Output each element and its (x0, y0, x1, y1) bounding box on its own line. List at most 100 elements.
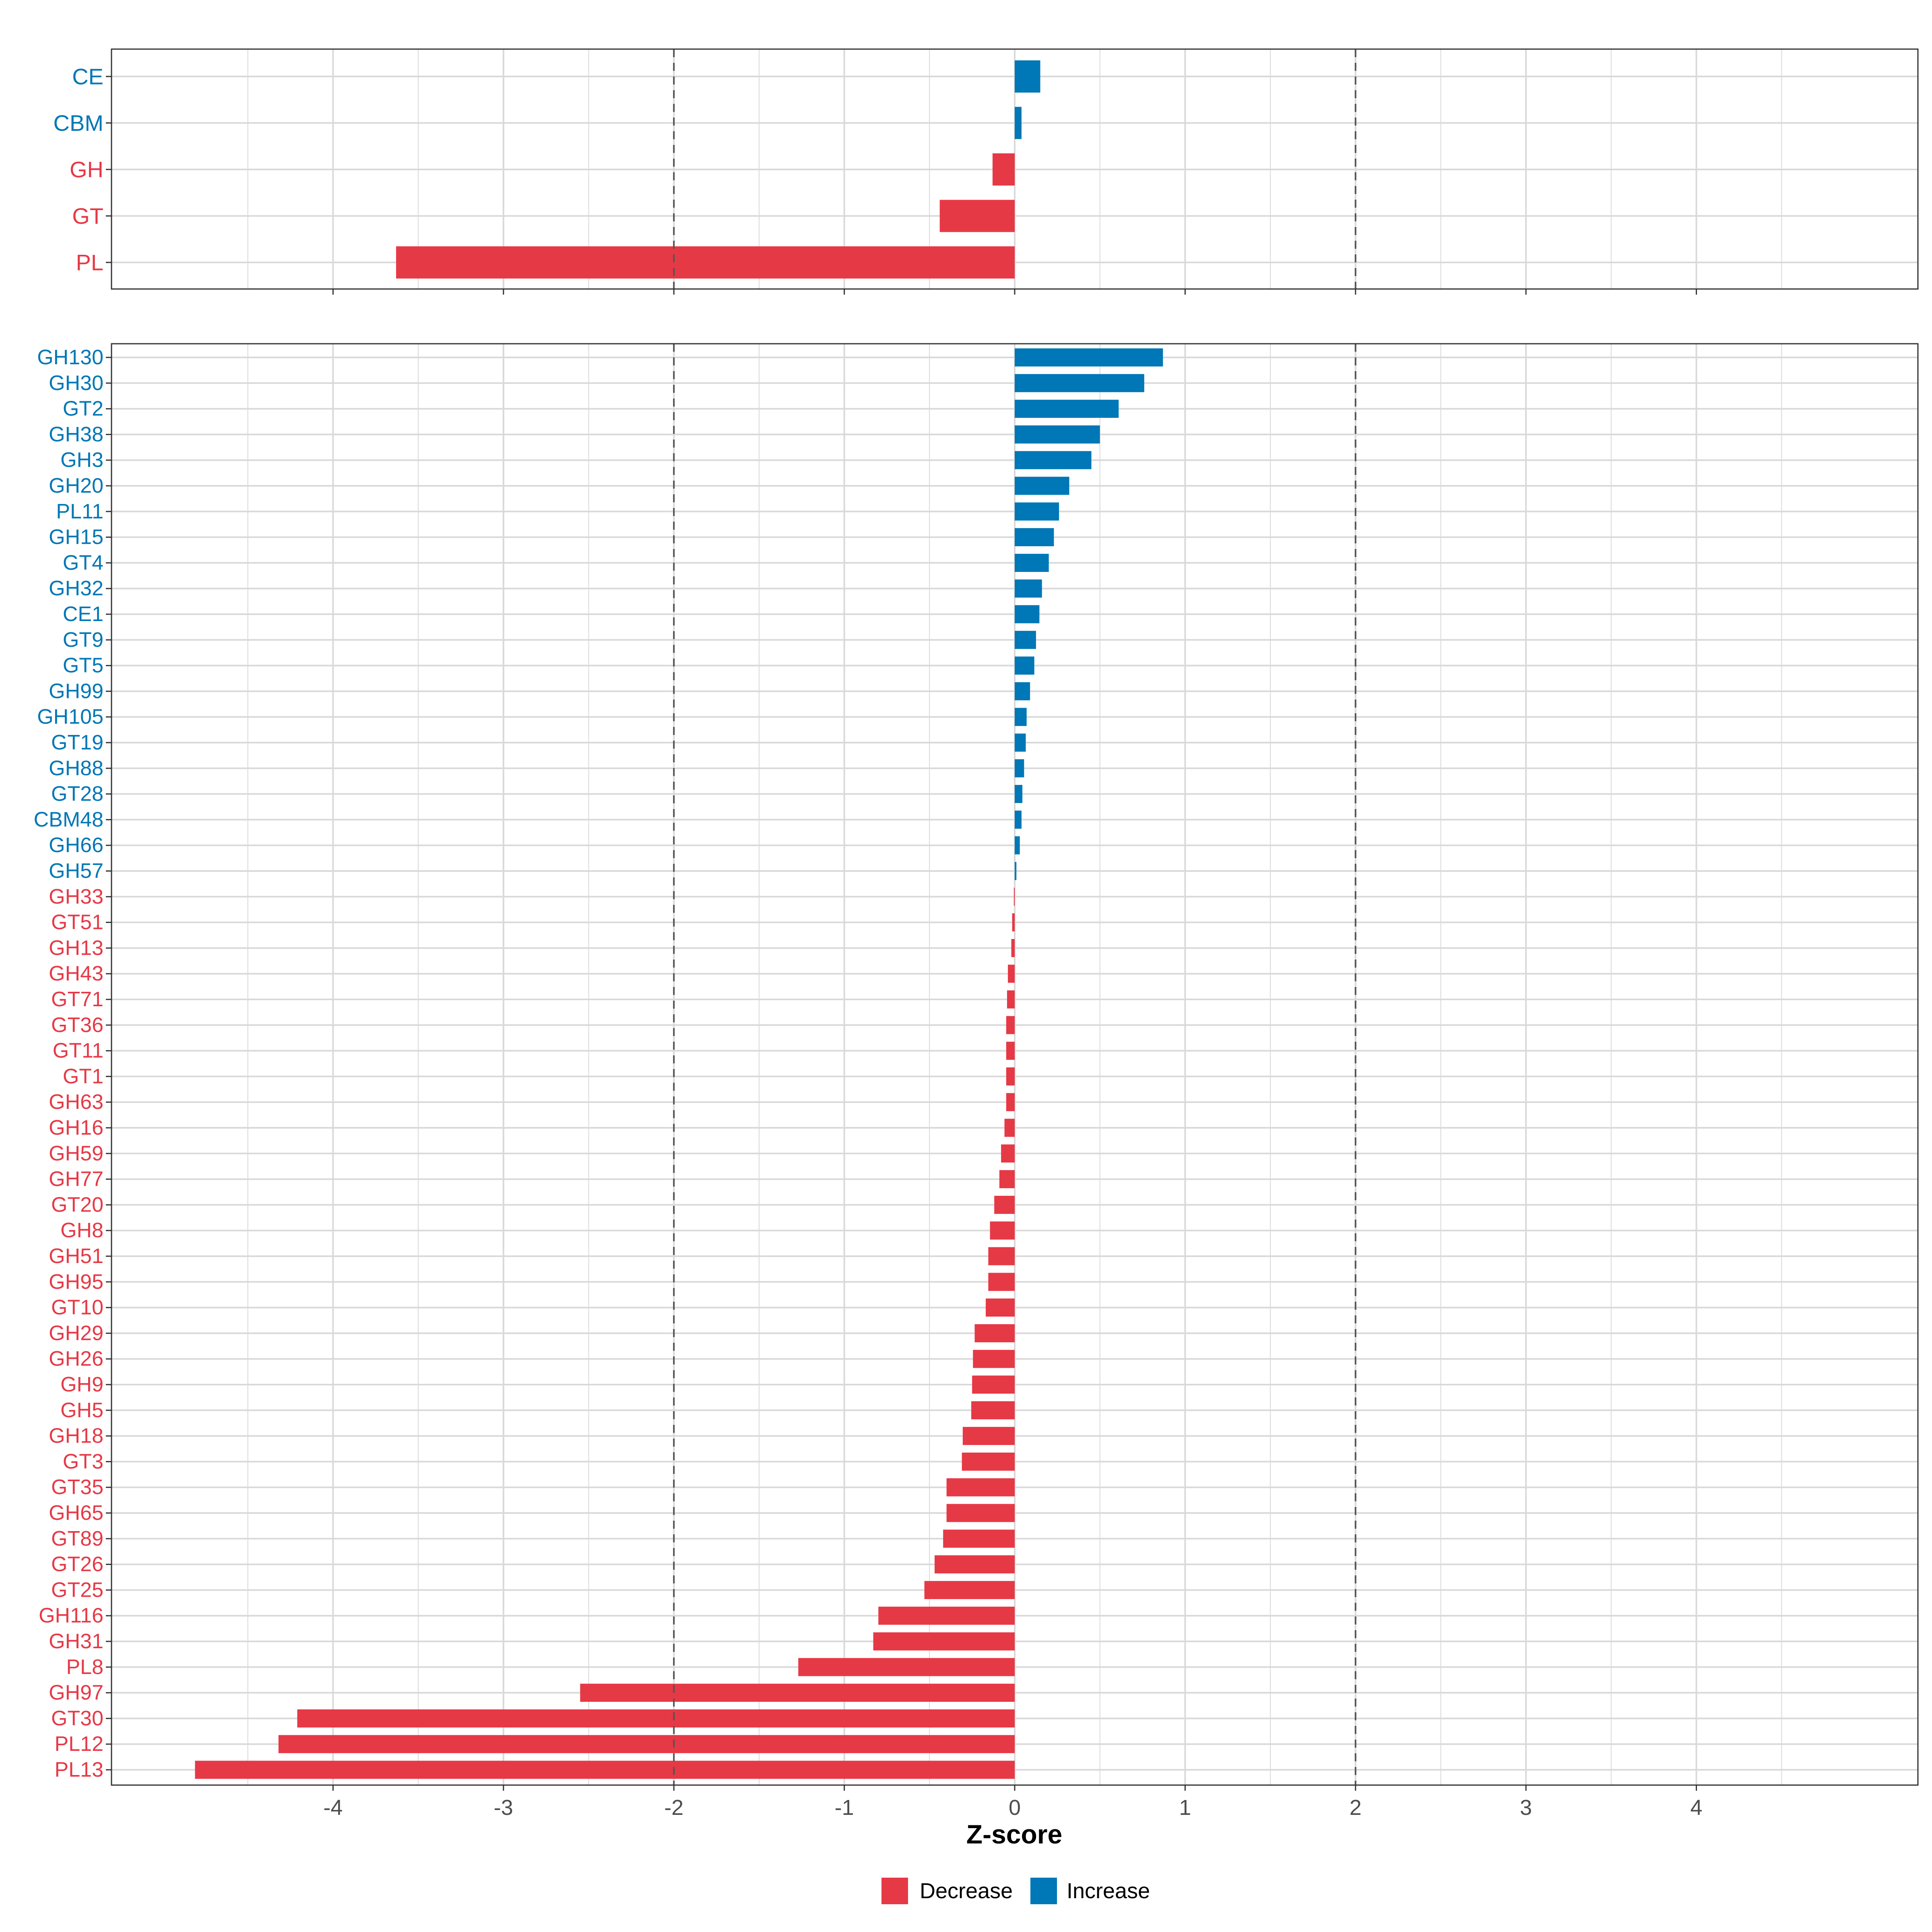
y-tick-label: PL11 (56, 500, 103, 523)
bar-gt (939, 200, 1015, 232)
y-tick-label: GT71 (51, 988, 103, 1011)
bar-gh38 (1015, 425, 1100, 444)
y-tick-label: GH63 (49, 1090, 103, 1114)
x-tick-label: -2 (664, 1796, 683, 1820)
y-tick-label: GH130 (37, 346, 103, 369)
x-tick-label: -3 (494, 1796, 513, 1820)
bar-gh59 (1001, 1144, 1015, 1163)
bar-gt26 (935, 1555, 1015, 1574)
bar-gh116 (878, 1606, 1015, 1625)
bar-gh3 (1015, 451, 1092, 469)
y-tick-label: GT2 (63, 397, 103, 421)
x-axis-title: Z-score (966, 1819, 1062, 1849)
y-tick-label: PL (76, 250, 104, 275)
y-tick-label: GH20 (49, 474, 103, 497)
bar-gh88 (1015, 759, 1024, 778)
x-tick-label: 1 (1179, 1796, 1191, 1820)
y-tick-label: GH30 (49, 372, 103, 395)
y-tick-label: CBM48 (34, 808, 103, 831)
bar-cbm (1015, 107, 1022, 139)
y-tick-label: GH3 (60, 448, 103, 472)
bar-gh13 (1011, 939, 1015, 957)
y-tick-label: GT36 (51, 1013, 103, 1037)
bar-gt51 (1012, 913, 1015, 932)
legend: Decrease Increase (881, 1878, 1150, 1904)
bar-gt4 (1015, 553, 1049, 572)
y-tick-label: GT5 (63, 654, 103, 677)
x-tick-label: 2 (1350, 1796, 1362, 1820)
bar-gt30 (297, 1709, 1015, 1728)
y-tick-label: GH57 (49, 859, 103, 883)
y-tick-label: CE (72, 64, 103, 89)
bar-gt9 (1015, 631, 1036, 649)
bar-pl13 (195, 1761, 1015, 1779)
bar-gh43 (1008, 964, 1015, 983)
bar-gh130 (1015, 348, 1163, 367)
y-tick-label: GH95 (49, 1270, 103, 1294)
y-tick-label: GH88 (49, 757, 103, 780)
bar-gh32 (1015, 579, 1042, 598)
bar-gh57 (1015, 862, 1017, 880)
y-tick-label: GH16 (49, 1116, 103, 1139)
y-tick-label: CBM (54, 110, 103, 136)
legend-label-decrease: Decrease (920, 1879, 1013, 1903)
y-tick-label: GH26 (49, 1347, 103, 1371)
bar-gt10 (986, 1298, 1015, 1317)
bar-gh65 (946, 1504, 1015, 1522)
bar-ce (1015, 60, 1040, 93)
bar-pl8 (798, 1658, 1015, 1676)
bar-gt25 (924, 1581, 1015, 1599)
y-tick-label: GT20 (51, 1193, 103, 1216)
y-tick-label: GT35 (51, 1476, 103, 1499)
y-tick-label: GH31 (49, 1630, 103, 1653)
bar-gh9 (972, 1375, 1015, 1394)
bar-gt1 (1006, 1067, 1015, 1086)
y-tick-label: GH32 (49, 577, 103, 600)
bar-gh51 (988, 1247, 1015, 1265)
y-tick-label: GT30 (51, 1707, 103, 1730)
bar-gh15 (1015, 528, 1054, 547)
bar-gh77 (999, 1170, 1015, 1189)
y-tick-label: GT51 (51, 911, 103, 934)
y-tick-label: GH13 (49, 936, 103, 960)
bar-gt2 (1015, 400, 1119, 418)
bar-gh97 (580, 1684, 1015, 1702)
y-tick-label: GH5 (60, 1399, 103, 1422)
y-tick-label: GT19 (51, 731, 103, 754)
bar-gh30 (1015, 374, 1144, 392)
bar-gh18 (962, 1427, 1015, 1445)
legend-swatch-decrease (881, 1878, 908, 1904)
x-tick-label: 4 (1690, 1796, 1703, 1820)
y-tick-label: GT11 (53, 1039, 103, 1063)
bar-gh105 (1015, 708, 1027, 726)
y-tick-label: CE1 (63, 603, 103, 626)
y-tick-label: GH38 (49, 423, 103, 446)
bar-gh66 (1015, 836, 1020, 855)
y-tick-label: GT25 (51, 1578, 103, 1602)
y-tick-label: GT1 (63, 1065, 103, 1088)
x-tick-label: -4 (323, 1796, 343, 1820)
bar-gh16 (1004, 1119, 1015, 1137)
bar-gt5 (1015, 656, 1034, 675)
y-tick-label: GH105 (37, 705, 103, 729)
bar-pl (396, 246, 1015, 279)
y-tick-label: GT4 (63, 551, 103, 574)
bar-gh63 (1006, 1093, 1015, 1111)
bar-gt36 (1006, 1016, 1015, 1034)
y-tick-label: GH97 (49, 1681, 103, 1705)
bottom-panel: GH130GH30GT2GH38GH3GH20PL11GH15GT4GH32CE… (34, 343, 1919, 1820)
y-tick-label: GH116 (39, 1604, 103, 1627)
y-tick-label: GH66 (49, 834, 103, 857)
y-tick-label: PL8 (66, 1655, 103, 1679)
bar-gh31 (873, 1632, 1015, 1651)
bar-gh29 (974, 1324, 1015, 1342)
bar-pl11 (1015, 502, 1059, 521)
y-tick-label: GT9 (63, 628, 103, 652)
bar-gh95 (988, 1273, 1015, 1291)
x-tick-label: -1 (835, 1796, 854, 1820)
x-tick-label: 3 (1520, 1796, 1532, 1820)
y-tick-label: GH77 (49, 1168, 103, 1191)
bar-gh (992, 153, 1015, 186)
y-tick-label: GT10 (51, 1296, 103, 1319)
